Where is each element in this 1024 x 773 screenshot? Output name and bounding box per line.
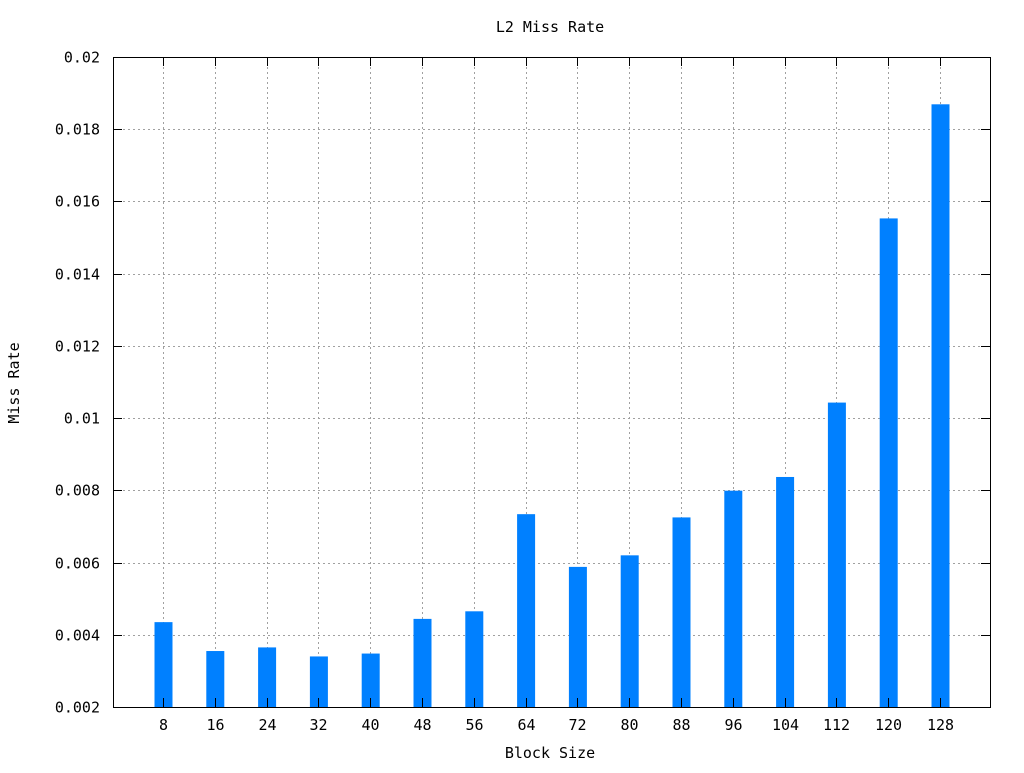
x-tick-label: 72 — [568, 716, 586, 734]
x-tick-label: 120 — [875, 716, 902, 734]
y-tick-label: 0.008 — [55, 482, 100, 500]
y-tick-label: 0.01 — [64, 410, 100, 428]
bar — [413, 618, 432, 707]
y-tick-label: 0.02 — [64, 49, 100, 67]
x-tick-label: 128 — [927, 716, 954, 734]
bar — [620, 555, 639, 707]
y-tick-label: 0.018 — [55, 121, 100, 139]
x-tick-label: 32 — [309, 716, 327, 734]
x-tick-label: 24 — [258, 716, 276, 734]
x-tick-label: 96 — [724, 716, 742, 734]
y-axis-title: Miss Rate — [5, 342, 23, 423]
bar — [206, 651, 225, 707]
x-tick-label: 104 — [772, 716, 799, 734]
x-axis-ticks: 8 16 24 32 40 48 56 64 72 80 88 96 104 112 120 128 — [159, 57, 954, 734]
bar — [672, 517, 691, 707]
x-tick-label: 48 — [413, 716, 431, 734]
x-tick-label: 8 — [159, 716, 168, 734]
bar — [517, 514, 536, 707]
y-tick-label: 0.016 — [55, 193, 100, 211]
x-tick-label: 88 — [672, 716, 690, 734]
y-tick-label: 0.002 — [55, 699, 100, 717]
bar — [879, 218, 898, 707]
bar — [776, 476, 795, 707]
bar — [931, 104, 950, 708]
x-tick-label: 80 — [620, 716, 638, 734]
y-tick-label: 0.014 — [55, 266, 100, 284]
plot-frame — [113, 57, 991, 708]
bar — [465, 611, 484, 707]
x-axis-title: Block Size — [505, 744, 595, 762]
bar — [361, 653, 380, 707]
bar — [258, 647, 277, 707]
bar — [568, 566, 587, 707]
y-tick-label: 0.012 — [55, 338, 100, 356]
x-tick-label: 40 — [361, 716, 379, 734]
bar — [724, 490, 743, 707]
bar — [309, 656, 328, 707]
bar — [827, 402, 846, 707]
y-tick-label: 0.006 — [55, 555, 100, 573]
y-tick-label: 0.004 — [55, 627, 100, 645]
bar — [154, 622, 173, 707]
x-tick-label: 16 — [206, 716, 224, 734]
y-axis-ticks: 0.002 0.004 0.006 0.008 0.01 0.012 0.014 0.016 0… — [55, 49, 990, 717]
x-tick-label: 112 — [823, 716, 850, 734]
x-tick-label: 64 — [517, 716, 535, 734]
plot-border — [113, 57, 991, 708]
grid-lines — [113, 57, 990, 707]
chart-title: L2 Miss Rate — [496, 18, 604, 36]
x-tick-label: 56 — [465, 716, 483, 734]
bars — [154, 104, 950, 708]
